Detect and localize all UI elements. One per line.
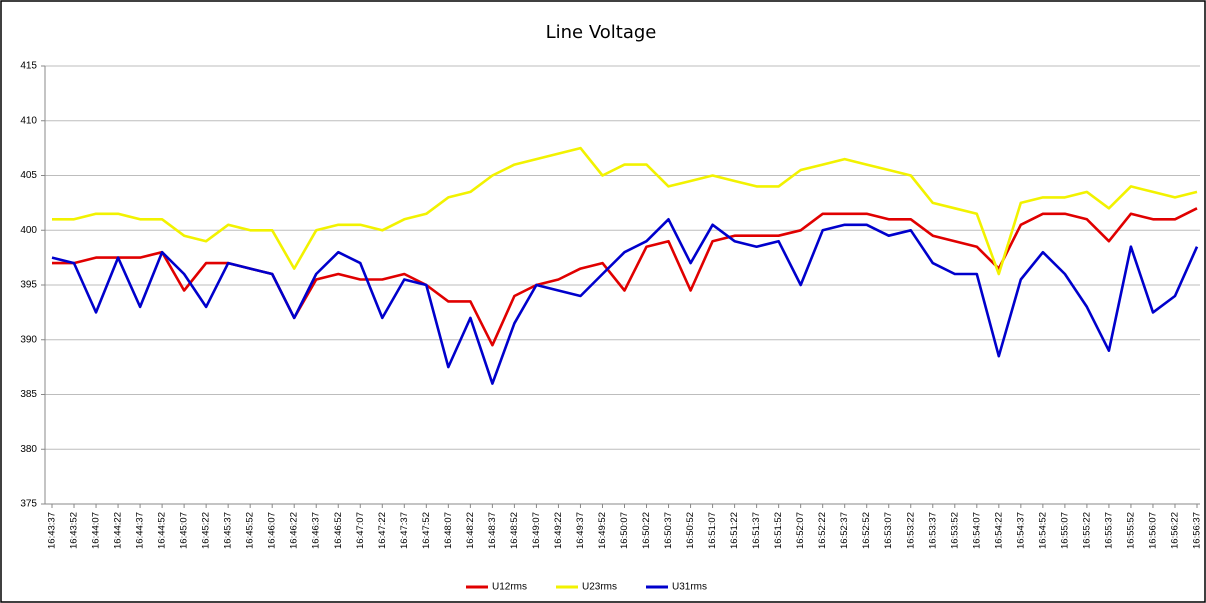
x-tick-label: 16:49:52: [597, 512, 608, 549]
legend-label: U23rms: [582, 582, 617, 593]
y-tick-label: 390: [20, 334, 37, 345]
x-tick-label: 16:51:07: [707, 512, 718, 549]
x-tick-label: 16:45:37: [223, 512, 234, 549]
x-tick-label: 16:50:07: [619, 512, 630, 549]
x-tick-label: 16:54:22: [993, 512, 1004, 549]
x-tick-label: 16:49:22: [553, 512, 564, 549]
x-tick-label: 16:49:07: [531, 512, 542, 549]
x-tick-label: 16:52:52: [861, 512, 872, 549]
x-tick-label: 16:47:37: [399, 512, 410, 549]
x-tick-label: 16:45:52: [245, 512, 256, 549]
x-tick-label: 16:56:37: [1192, 512, 1203, 549]
x-tick-label: 16:48:07: [443, 512, 454, 549]
x-tick-label: 16:52:22: [817, 512, 828, 549]
x-tick-label: 16:55:22: [1081, 512, 1092, 549]
legend-label: U12rms: [492, 582, 527, 593]
y-tick-label: 410: [20, 115, 37, 126]
y-tick-label: 400: [20, 225, 37, 236]
x-tick-label: 16:46:07: [267, 512, 278, 549]
x-tick-label: 16:51:37: [751, 512, 762, 549]
x-tick-label: 16:44:37: [135, 512, 146, 549]
x-tick-label: 16:45:22: [201, 512, 212, 549]
x-tick-label: 16:43:52: [69, 512, 80, 549]
x-tick-label: 16:53:52: [949, 512, 960, 549]
x-tick-label: 16:55:52: [1125, 512, 1136, 549]
x-tick-label: 16:55:37: [1103, 512, 1114, 549]
x-tick-label: 16:48:37: [487, 512, 498, 549]
x-tick-label: 16:51:22: [729, 512, 740, 549]
x-tick-label: 16:54:52: [1037, 512, 1048, 549]
x-tick-label: 16:50:37: [663, 512, 674, 549]
x-tick-label: 16:53:37: [927, 512, 938, 549]
x-tick-label: 16:46:52: [333, 512, 344, 549]
y-tick-label: 380: [20, 444, 37, 455]
x-tick-label: 16:46:37: [311, 512, 322, 549]
x-tick-label: 16:51:52: [773, 512, 784, 549]
x-tick-label: 16:54:37: [1015, 512, 1026, 549]
x-tick-label: 16:53:22: [905, 512, 916, 549]
x-tick-label: 16:56:22: [1169, 512, 1180, 549]
x-tick-label: 16:50:22: [641, 512, 652, 549]
y-tick-label: 375: [20, 499, 37, 510]
x-tick-label: 16:48:22: [465, 512, 476, 549]
x-tick-label: 16:44:52: [157, 512, 168, 549]
y-tick-label: 415: [20, 61, 37, 72]
x-tick-label: 16:52:37: [839, 512, 850, 549]
x-tick-label: 16:46:22: [289, 512, 300, 549]
x-tick-label: 16:45:07: [179, 512, 190, 549]
x-tick-label: 16:53:07: [883, 512, 894, 549]
x-tick-label: 16:44:22: [113, 512, 124, 549]
y-tick-label: 405: [20, 170, 37, 181]
x-tick-label: 16:50:52: [685, 512, 696, 549]
y-tick-label: 395: [20, 280, 37, 291]
x-tick-label: 16:47:22: [377, 512, 388, 549]
series-line: [52, 146, 1198, 276]
y-tick-label: 385: [20, 389, 37, 400]
x-tick-label: 16:56:07: [1147, 512, 1158, 549]
x-tick-label: 16:55:07: [1059, 512, 1070, 549]
x-tick-label: 16:47:07: [355, 512, 366, 549]
legend-label: U31rms: [672, 582, 707, 593]
x-tick-label: 16:43:37: [47, 512, 58, 549]
x-tick-label: 16:48:52: [509, 512, 520, 549]
series-line: [51, 218, 1199, 385]
x-tick-label: 16:52:07: [795, 512, 806, 549]
x-tick-label: 16:49:37: [575, 512, 586, 549]
x-tick-label: 16:54:07: [971, 512, 982, 549]
x-tick-label: 16:44:07: [91, 512, 102, 549]
chart-title: Line Voltage: [546, 22, 657, 43]
x-tick-label: 16:47:52: [421, 512, 432, 549]
